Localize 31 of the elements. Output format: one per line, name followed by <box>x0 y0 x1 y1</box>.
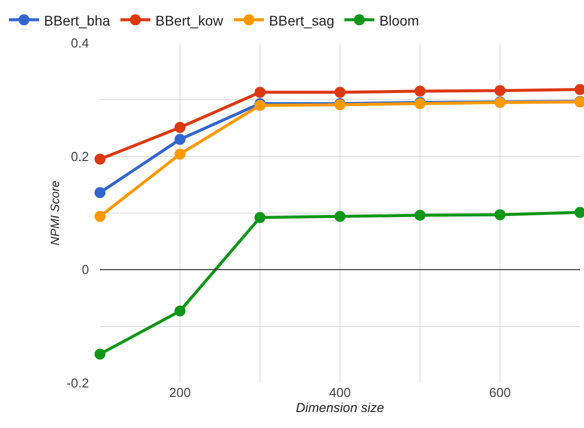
point <box>494 209 506 220</box>
legend-label: BBert_sag <box>268 12 334 28</box>
legend-label: BBert_bha <box>44 12 110 28</box>
point <box>94 210 106 222</box>
point <box>94 154 106 165</box>
y-tick-label: 0.2 <box>70 148 89 164</box>
y-tick-label: 0 <box>82 262 89 278</box>
legend-label: Bloom <box>379 12 420 28</box>
point <box>174 134 186 145</box>
point <box>334 86 346 98</box>
point <box>174 306 186 317</box>
point <box>494 85 506 96</box>
point <box>94 187 106 198</box>
point <box>254 212 266 224</box>
point <box>174 122 186 133</box>
y-tick-label: -0.2 <box>66 376 89 391</box>
x-tick-label: 200 <box>169 385 191 400</box>
point <box>174 148 186 160</box>
y-axis-title: NPMI Score <box>48 180 62 246</box>
x-tick-label: 600 <box>489 385 511 400</box>
point <box>334 210 346 222</box>
x-tick-label: 400 <box>329 385 351 400</box>
y-tick-label: 0.4 <box>70 36 89 51</box>
point <box>574 206 584 218</box>
point <box>414 86 426 97</box>
legend-label: BBert_kow <box>155 12 224 28</box>
point <box>94 348 106 360</box>
point <box>574 84 584 95</box>
x-axis-title: Dimension size <box>296 400 384 415</box>
point <box>414 210 426 221</box>
point <box>254 86 266 98</box>
